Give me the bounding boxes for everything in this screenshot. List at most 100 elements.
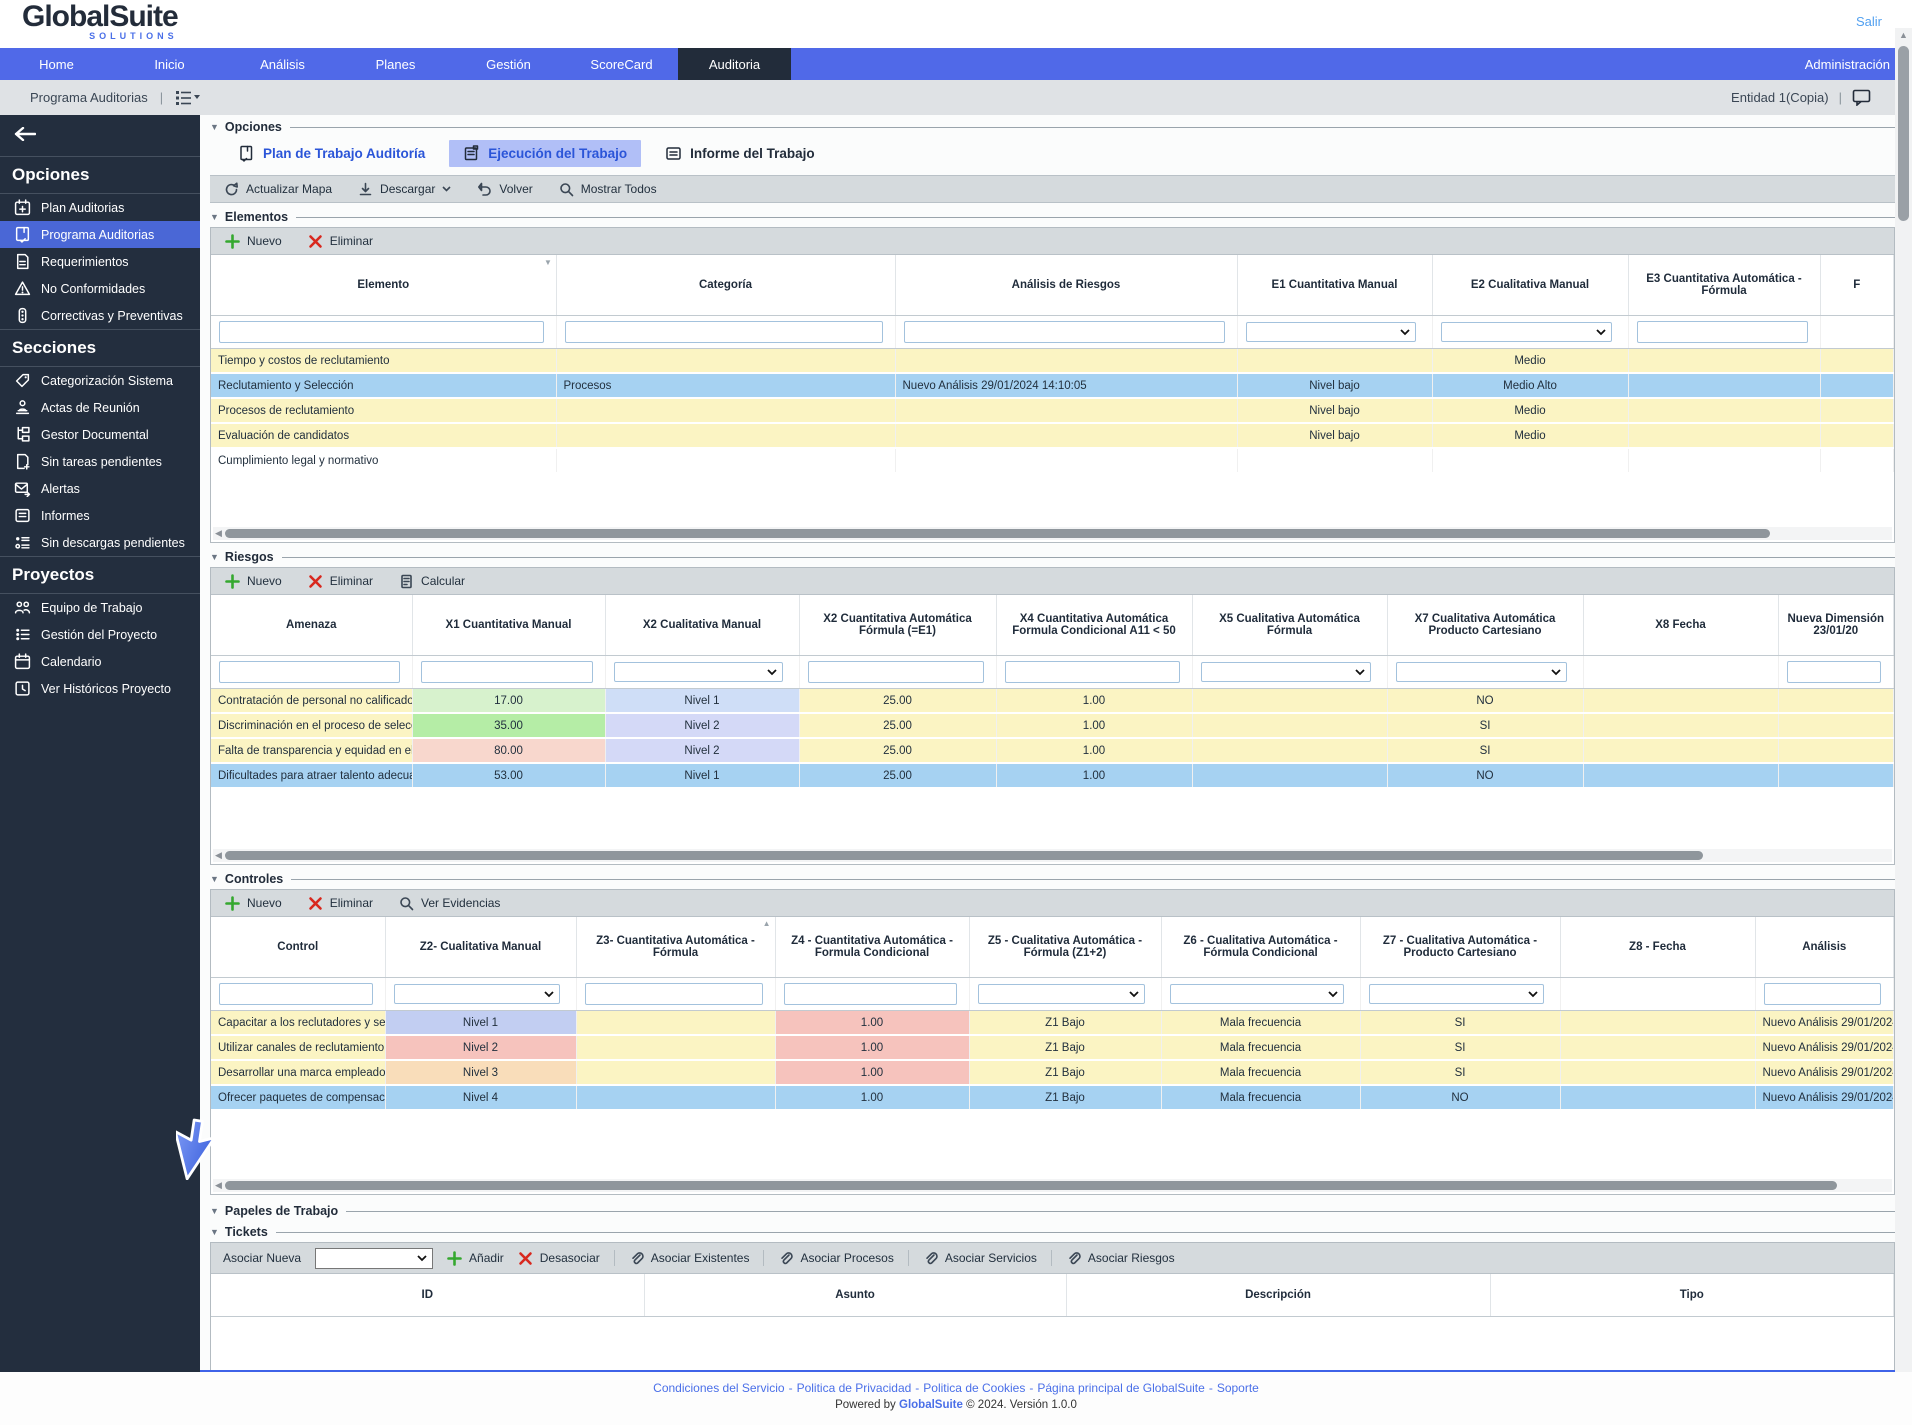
col-header-f[interactable]: F xyxy=(1820,255,1894,316)
table-row[interactable]: Utilizar canales de reclutamiento Nivel … xyxy=(211,1035,1894,1061)
col-header-z6[interactable]: Z6 - Cualitativa Automática - Fórmula Co… xyxy=(1161,917,1361,978)
filter-control-input[interactable] xyxy=(219,983,373,1005)
sidebar-item-sin-descargas[interactable]: Sin descargas pendientes xyxy=(0,529,200,556)
footer-link-cookies[interactable]: Politica de Cookies xyxy=(923,1381,1026,1395)
logout-link[interactable]: Salir xyxy=(1855,14,1882,29)
powered-brand[interactable]: GlobalSuite xyxy=(899,1399,963,1411)
calcular-button[interactable]: Calcular xyxy=(399,574,465,589)
table-row-selected[interactable]: Ofrecer paquetes de compensación Nivel 4… xyxy=(211,1085,1894,1111)
eliminar-control-button[interactable]: Eliminar xyxy=(308,896,373,911)
sidebar-item-sin-tareas[interactable]: Sin tareas pendientes xyxy=(0,448,200,475)
section-header-elementos[interactable]: ▼ Elementos xyxy=(210,209,1895,225)
section-header-papeles[interactable]: ▼ Papeles de Trabajo xyxy=(210,1203,1895,1219)
sidebar-item-correctivas-preventivas[interactable]: Correctivas y Preventivas xyxy=(0,302,200,329)
sidebar-item-plan-auditorias[interactable]: Plan Auditorias xyxy=(0,194,200,221)
col-header-e1[interactable]: E1 Cuantitativa Manual xyxy=(1237,255,1433,316)
table-row[interactable]: Tiempo y costos de reclutamiento Medio xyxy=(211,348,1894,374)
col-header-asunto[interactable]: Asunto xyxy=(644,1274,1067,1317)
section-header-controles[interactable]: ▼ Controles xyxy=(210,871,1895,887)
scroll-left-arrow[interactable]: ◀ xyxy=(215,850,222,860)
filter-z7-select[interactable] xyxy=(1368,984,1544,1004)
col-header-x2auto[interactable]: X2 Cuantitativa Automática Fórmula (=E1) xyxy=(799,595,997,656)
nav-planes[interactable]: Planes xyxy=(375,56,416,72)
col-header-x5[interactable]: X5 Cualitativa Automática Fórmula xyxy=(1192,595,1388,656)
filter-e2-select[interactable] xyxy=(1440,322,1612,342)
footer-link-condiciones[interactable]: Condiciones del Servicio xyxy=(653,1381,785,1395)
col-header-categoria[interactable]: Categoría xyxy=(556,255,896,316)
table-row[interactable]: Desarrollar una marca empleadora Nivel 3… xyxy=(211,1060,1894,1086)
filter-nueva-dimension-input[interactable] xyxy=(1786,661,1881,683)
col-header-analisis[interactable]: Análisis xyxy=(1755,917,1894,978)
anadir-button[interactable]: Añadir xyxy=(447,1250,504,1266)
filter-e3-input[interactable] xyxy=(1636,321,1808,343)
filter-categoria-input[interactable] xyxy=(564,321,883,343)
col-header-x2[interactable]: X2 Cualitativa Manual xyxy=(605,595,800,656)
scrollbar-thumb[interactable] xyxy=(225,851,1703,860)
col-header-z8[interactable]: Z8 - Fecha xyxy=(1560,917,1756,978)
filter-x4-input[interactable] xyxy=(1004,661,1180,683)
asociar-procesos-button[interactable]: Asociar Procesos xyxy=(778,1251,894,1266)
col-header-z2[interactable]: Z2- Cualitativa Manual xyxy=(385,917,577,978)
asociar-nueva-select[interactable] xyxy=(315,1247,434,1269)
nuevo-riesgo-button[interactable]: Nuevo xyxy=(225,573,282,589)
scrollbar-thumb[interactable] xyxy=(225,1181,1837,1190)
col-header-descripcion[interactable]: Descripción xyxy=(1066,1274,1491,1317)
footer-link-soporte[interactable]: Soporte xyxy=(1216,1381,1259,1395)
filter-z4-input[interactable] xyxy=(783,983,957,1005)
col-header-control[interactable]: Control xyxy=(211,917,386,978)
filter-icon[interactable]: ▼ xyxy=(544,258,552,267)
filter-elemento-input[interactable] xyxy=(219,321,544,343)
table-row[interactable]: Discriminación en el proceso de selecció… xyxy=(211,713,1894,739)
scrollbar-thumb[interactable] xyxy=(225,529,1770,538)
col-header-elemento[interactable]: Elemento ▼ xyxy=(211,255,557,316)
filter-x2auto-input[interactable] xyxy=(807,661,984,683)
col-header-e2[interactable]: E2 Cualitativa Manual xyxy=(1432,255,1629,316)
sidebar-item-historicos-proyecto[interactable]: Ver Históricos Proyecto xyxy=(0,675,200,702)
sidebar-item-informes[interactable]: Informes xyxy=(0,502,200,529)
mostrar-todos-button[interactable]: Mostrar Todos xyxy=(559,182,657,197)
nav-home[interactable]: Home xyxy=(39,56,74,72)
table-row[interactable]: Contratación de personal no calificado 1… xyxy=(211,688,1894,714)
sidebar-item-gestor-documental[interactable]: Gestor Documental xyxy=(0,421,200,448)
footer-link-pagina-principal[interactable]: Página principal de GlobalSuite xyxy=(1037,1381,1205,1395)
table-row-selected[interactable]: Reclutamiento y Selección Procesos Nuevo A… xyxy=(211,373,1894,399)
asociar-existentes-button[interactable]: Asociar Existentes xyxy=(629,1251,749,1266)
col-header-nueva-dimension[interactable]: Nueva Dimensión 23/01/20 xyxy=(1778,595,1894,656)
col-header-x7[interactable]: X7 Cualitativa Automática Producto Carte… xyxy=(1387,595,1584,656)
col-header-z7[interactable]: Z7 - Cualitativa Automática - Producto C… xyxy=(1360,917,1561,978)
filter-x2-select[interactable] xyxy=(613,662,783,682)
filter-x5-select[interactable] xyxy=(1200,662,1371,682)
sidebar-item-actas-reunion[interactable]: Actas de Reunión xyxy=(0,394,200,421)
sidebar-item-alertas[interactable]: Alertas xyxy=(0,475,200,502)
nuevo-control-button[interactable]: Nuevo xyxy=(225,895,282,911)
ver-evidencias-button[interactable]: Ver Evidencias xyxy=(399,896,500,911)
table-row[interactable]: Evaluación de candidatos Nivel bajo Medio xyxy=(211,423,1894,449)
controles-hscrollbar[interactable]: ◀ xyxy=(213,1179,1892,1192)
actualizar-mapa-button[interactable]: Actualizar Mapa xyxy=(224,181,332,197)
volver-button[interactable]: Volver xyxy=(477,182,533,197)
col-header-x4[interactable]: X4 Cuantitativa Automática Formula Condi… xyxy=(996,595,1193,656)
table-row[interactable]: Procesos de reclutamiento Nivel bajo Medi… xyxy=(211,398,1894,424)
table-row[interactable]: Cumplimiento legal y normativo xyxy=(211,448,1894,474)
filter-z3-input[interactable] xyxy=(584,983,763,1005)
filter-e1-select[interactable] xyxy=(1245,322,1416,342)
col-header-z3[interactable]: Z3- Cuantitativa Automática - Fórmula ▲ xyxy=(576,917,776,978)
sort-asc-icon[interactable]: ▲ xyxy=(762,919,771,928)
table-row-selected[interactable]: Dificultades para atraer talento adecuad… xyxy=(211,763,1894,789)
col-header-tipo[interactable]: Tipo xyxy=(1490,1274,1894,1317)
nav-scorecard[interactable]: ScoreCard xyxy=(590,56,653,72)
scroll-left-arrow[interactable]: ◀ xyxy=(215,528,222,538)
tab-plan-trabajo[interactable]: Plan de Trabajo Auditoría xyxy=(224,140,439,167)
entity-note-icon[interactable] xyxy=(1852,89,1872,106)
riesgos-hscrollbar[interactable]: ◀ xyxy=(213,849,1892,862)
sidebar-item-programa-auditorias[interactable]: Programa Auditorias xyxy=(0,221,200,248)
filter-z5-select[interactable] xyxy=(977,984,1145,1004)
footer-link-privacidad[interactable]: Politica de Privacidad xyxy=(796,1381,912,1395)
descargar-button[interactable]: Descargar xyxy=(358,182,451,197)
col-header-z4[interactable]: Z4 - Cuantitativa Automática - Formula C… xyxy=(775,917,970,978)
scroll-up-arrow[interactable]: ▲ xyxy=(1899,30,1908,40)
table-row[interactable]: Falta de transparencia y equidad en el 8… xyxy=(211,738,1894,764)
filter-x7-select[interactable] xyxy=(1395,662,1567,682)
page-vscrollbar[interactable]: ▲ xyxy=(1895,28,1912,1425)
section-header-riesgos[interactable]: ▼ Riesgos xyxy=(210,549,1895,565)
